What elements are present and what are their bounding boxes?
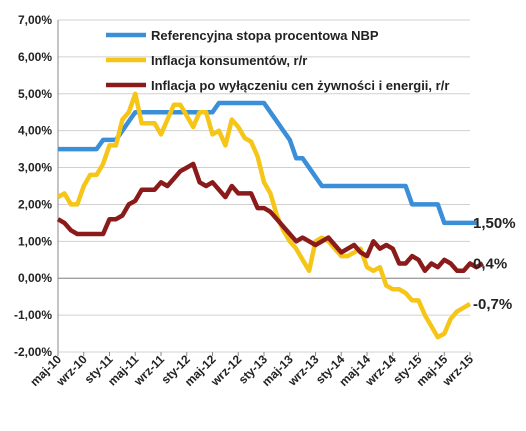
- legend-label-3: Inflacja po wyłączeniu cen żywności i en…: [151, 78, 449, 93]
- series-line-1: [58, 100, 477, 226]
- legend: Referencyjna stopa procentowa NBP Inflacj…: [106, 28, 449, 93]
- end-labels: 1,50% -0,7% 0,4%: [473, 215, 516, 313]
- y-tick-label: 6,00%: [18, 50, 52, 64]
- y-tick-label: 0,00%: [18, 271, 52, 285]
- y-tick-label: -2,00%: [14, 345, 52, 359]
- y-tick-label: 2,00%: [18, 197, 52, 211]
- series-line-3: [56, 161, 485, 274]
- end-label-2: -0,7%: [473, 296, 512, 313]
- y-tick-label: 1,00%: [18, 234, 52, 248]
- y-tick-label: 4,00%: [18, 124, 52, 138]
- y-tick-label: 7,00%: [18, 13, 52, 27]
- end-label-1: 1,50%: [473, 215, 516, 232]
- y-axis-ticks: 7,00% 6,00% 5,00% 4,00% 3,00% 2,00% 1,00% 0,00%…: [14, 13, 52, 359]
- axes: [57, 20, 470, 352]
- legend-label-2: Inflacja konsumentów, r/r: [151, 53, 307, 68]
- y-tick-label: 5,00%: [18, 87, 52, 101]
- legend-label-1: Referencyjna stopa procentowa NBP: [151, 28, 379, 43]
- y-tick-label: 3,00%: [18, 161, 52, 175]
- y-tick-label: -1,00%: [14, 308, 52, 322]
- series-lines: [56, 91, 485, 340]
- series-line-2: [56, 91, 472, 340]
- x-axis-ticks: maj-10wrz-10sty-11maj-11wrz-11sty-12maj-…: [27, 352, 476, 389]
- end-label-3: 0,4%: [473, 255, 507, 272]
